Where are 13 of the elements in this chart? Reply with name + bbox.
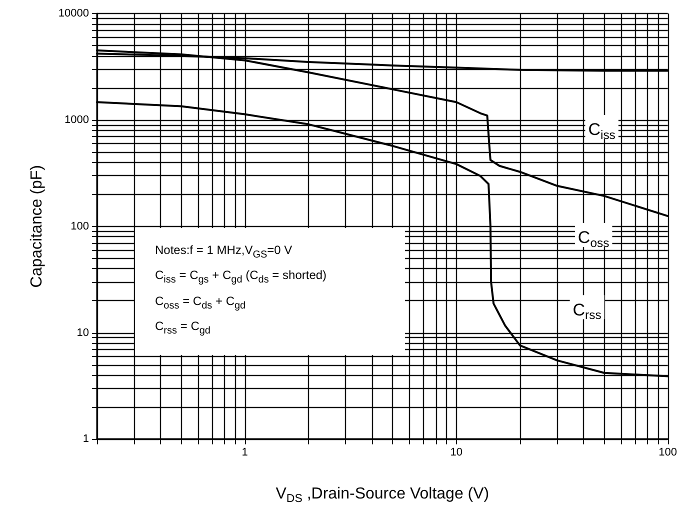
y-tick-label: 10 <box>76 326 89 339</box>
y-tick-label: 100 <box>70 220 89 232</box>
annotation: Notes:f = 1 MHz,V$_{GS}$=0 V <box>155 242 294 262</box>
y-axis-title: Capacitance (pF) <box>28 164 46 288</box>
y-tick-label: 10000 <box>58 8 89 20</box>
y-tick-label: 1 <box>82 433 89 446</box>
annotation: C$_{rss}$ = C$_{gd}$ <box>155 318 212 339</box>
notes-box: Notes:f = 1 MHz,V$_{GS}$=0 V C$_{iss}$ = C$_{gs}$ + C$_{gd}$ (C$_{ds}$ = shorted) C$_{oss}$ = C$_{ds}$ + C$_{gd}$ C$_{rss}$ = C$_{gd}$ <box>135 228 405 355</box>
x-tick-label: 100 <box>658 446 678 459</box>
x-tick-label: 1 <box>242 446 248 459</box>
annotation: C$_{oss}$ = C$_{ds}$ + C$_{gd}$ <box>155 292 247 314</box>
x-tick-label: 10 <box>450 446 462 459</box>
y-tick-label: 1000 <box>64 114 89 126</box>
